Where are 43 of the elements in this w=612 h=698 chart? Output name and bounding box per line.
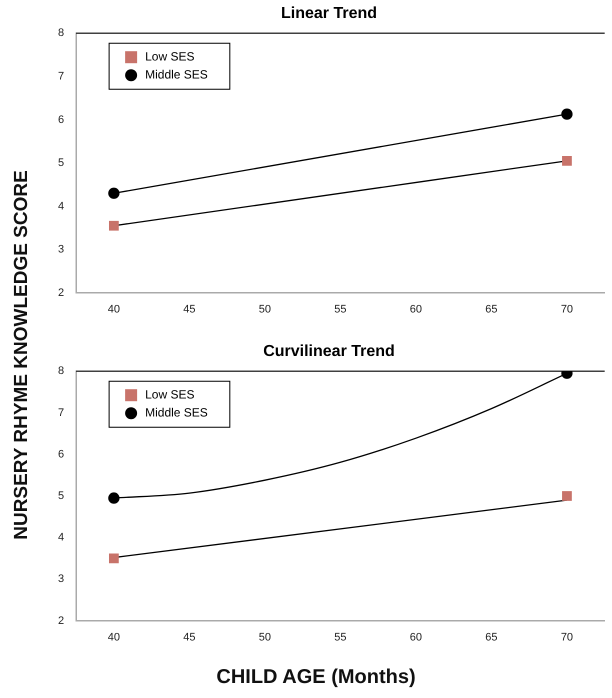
x-tick-label: 65	[485, 303, 498, 316]
x-tick-label: 45	[183, 303, 196, 316]
y-tick-label: 2	[58, 614, 64, 627]
y-tick-label: 7	[58, 70, 64, 82]
x-tick-label: 40	[108, 303, 120, 316]
y-tick-label: 2	[58, 286, 64, 299]
x-tick-label: 60	[410, 303, 422, 316]
y-tick-label: 3	[58, 244, 64, 256]
chart-title: Curvilinear Trend	[263, 343, 395, 360]
y-tick-label: 6	[58, 114, 64, 126]
x-tick-label: 40	[108, 631, 120, 644]
legend-label: Low SES	[145, 50, 194, 64]
y-tick-label: 4	[58, 200, 64, 212]
y-tick-label: 4	[58, 532, 64, 544]
legend-label: Middle SES	[145, 406, 208, 420]
x-tick-label: 55	[334, 631, 347, 644]
x-tick-label: 45	[183, 631, 196, 644]
x-tick-label: 60	[410, 631, 422, 644]
point	[561, 108, 573, 120]
y-axis-title: NURSERY RHYME KNOWLEDGE SCORE	[11, 170, 33, 540]
y-tick-label: 6	[58, 448, 64, 460]
point	[562, 491, 572, 501]
legend-label: Middle SES	[145, 68, 208, 82]
y-tick-label: 5	[58, 490, 64, 502]
x-tick-label: 70	[560, 303, 574, 316]
legend-label: Low SES	[145, 388, 194, 402]
x-tick-label: 65	[485, 631, 498, 644]
y-tick-label: 3	[58, 573, 64, 586]
chart-title: Linear Trend	[280, 5, 378, 22]
point	[108, 220, 119, 231]
point	[562, 156, 572, 166]
point	[108, 492, 120, 504]
y-tick-label: 8	[58, 365, 64, 378]
y-tick-label: 8	[58, 27, 64, 40]
x-tick-label: 70	[560, 631, 574, 644]
point	[108, 554, 119, 564]
x-tick-label: 50	[258, 303, 272, 316]
x-tick-label: 55	[334, 303, 347, 316]
x-axis-title: CHILD AGE (Months)	[215, 666, 417, 689]
point	[108, 188, 120, 199]
y-tick-label: 7	[58, 406, 64, 419]
x-tick-label: 50	[258, 631, 272, 644]
y-tick-label: 5	[58, 157, 64, 170]
